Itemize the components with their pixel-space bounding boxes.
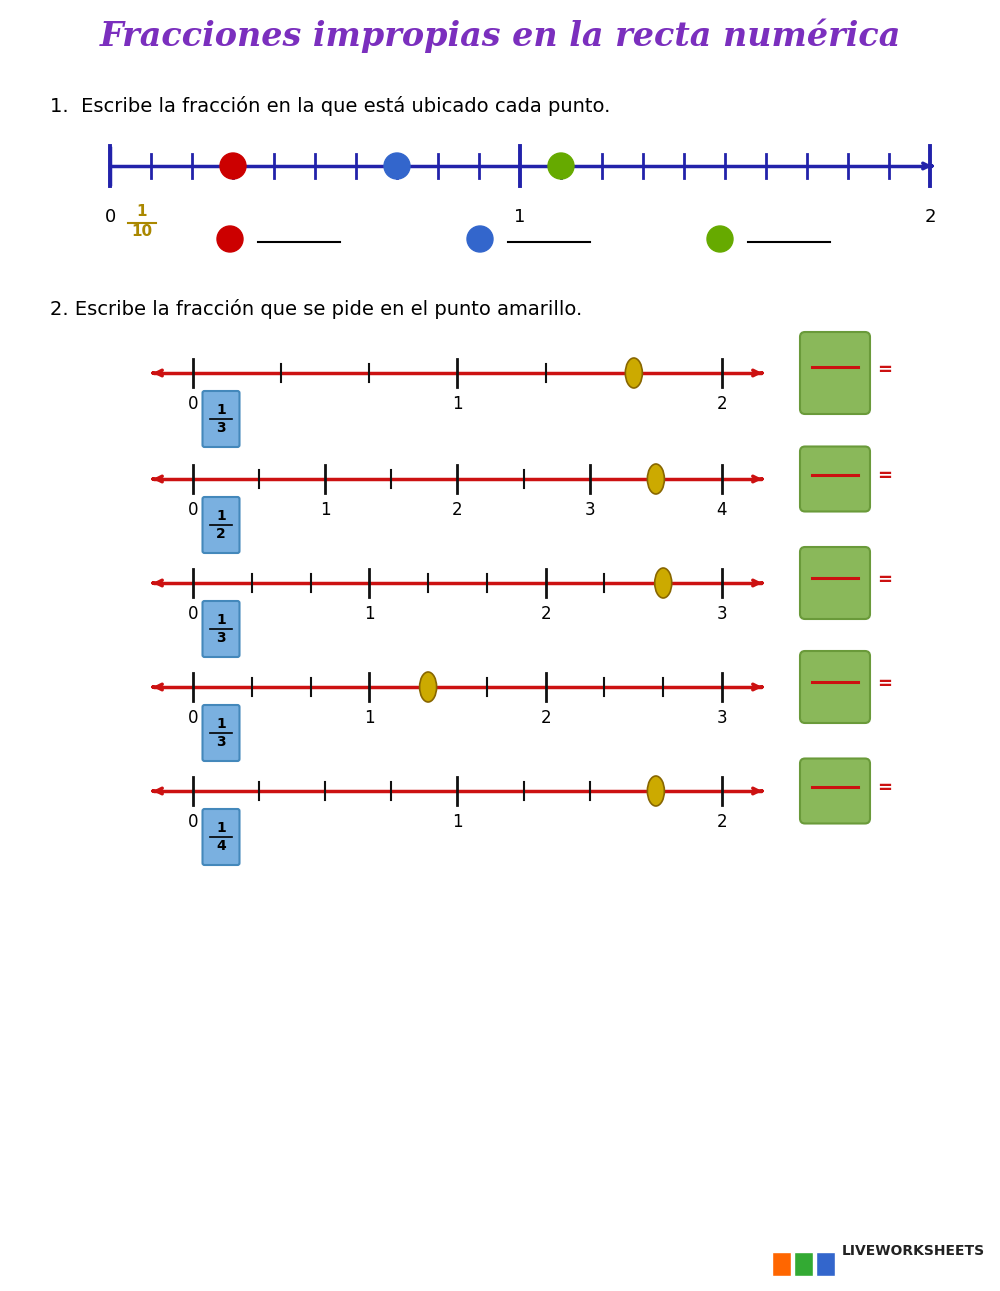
Text: 0: 0 — [188, 395, 198, 413]
FancyBboxPatch shape — [800, 547, 870, 618]
Circle shape — [467, 226, 493, 252]
Text: 1: 1 — [364, 605, 375, 624]
Text: =: = — [877, 571, 892, 589]
Text: 1: 1 — [452, 395, 463, 413]
Text: 10: 10 — [131, 225, 153, 239]
Text: 1: 1 — [514, 208, 526, 226]
FancyBboxPatch shape — [202, 705, 240, 760]
Text: 2: 2 — [924, 208, 936, 226]
FancyBboxPatch shape — [202, 809, 240, 865]
Text: 0: 0 — [104, 208, 116, 226]
Text: LIVEWORKSHEETS: LIVEWORKSHEETS — [842, 1245, 985, 1257]
Circle shape — [548, 154, 574, 179]
Text: =: = — [877, 778, 892, 797]
FancyBboxPatch shape — [800, 447, 870, 511]
Text: 3: 3 — [584, 501, 595, 519]
Text: 1: 1 — [216, 509, 226, 523]
Text: 3: 3 — [216, 631, 226, 646]
Text: 0: 0 — [188, 501, 198, 519]
Text: 1: 1 — [364, 709, 375, 727]
Text: 1: 1 — [216, 717, 226, 731]
Text: 2: 2 — [540, 605, 551, 624]
Text: 2: 2 — [717, 395, 727, 413]
FancyBboxPatch shape — [202, 391, 240, 447]
Ellipse shape — [655, 568, 672, 598]
Text: 1: 1 — [216, 403, 226, 417]
FancyBboxPatch shape — [800, 759, 870, 824]
Text: 0: 0 — [188, 813, 198, 831]
Text: 1.  Escribe la fracción en la que está ubicado cada punto.: 1. Escribe la fracción en la que está ub… — [50, 96, 610, 116]
Text: 3: 3 — [216, 421, 226, 435]
Text: 0: 0 — [188, 709, 198, 727]
Text: =: = — [877, 467, 892, 485]
FancyBboxPatch shape — [794, 1252, 813, 1276]
Text: 4: 4 — [717, 501, 727, 519]
Text: 3: 3 — [216, 735, 226, 749]
Text: 2: 2 — [216, 527, 226, 541]
Text: 2: 2 — [452, 501, 463, 519]
Text: 1: 1 — [137, 204, 147, 219]
Circle shape — [217, 226, 243, 252]
Text: =: = — [877, 675, 892, 693]
FancyBboxPatch shape — [800, 332, 870, 414]
FancyBboxPatch shape — [202, 602, 240, 657]
FancyBboxPatch shape — [800, 651, 870, 723]
Ellipse shape — [647, 463, 664, 494]
Ellipse shape — [420, 673, 437, 702]
Circle shape — [707, 226, 733, 252]
Text: Fracciones impropias en la recta numérica: Fracciones impropias en la recta numéric… — [99, 19, 901, 53]
Circle shape — [220, 154, 246, 179]
Text: 3: 3 — [717, 605, 727, 624]
Text: 0: 0 — [188, 605, 198, 624]
Ellipse shape — [625, 358, 642, 389]
Text: 1: 1 — [320, 501, 331, 519]
Text: 3: 3 — [717, 709, 727, 727]
Text: 1: 1 — [216, 613, 226, 627]
FancyBboxPatch shape — [772, 1252, 791, 1276]
Text: 4: 4 — [216, 839, 226, 853]
Text: 2: 2 — [717, 813, 727, 831]
Text: =: = — [877, 361, 892, 380]
Circle shape — [384, 154, 410, 179]
Text: 2. Escribe la fracción que se pide en el punto amarillo.: 2. Escribe la fracción que se pide en el… — [50, 300, 582, 319]
Text: 1: 1 — [452, 813, 463, 831]
FancyBboxPatch shape — [202, 497, 240, 553]
Ellipse shape — [647, 776, 664, 806]
FancyBboxPatch shape — [816, 1252, 835, 1276]
Text: 1: 1 — [216, 821, 226, 835]
Text: 2: 2 — [540, 709, 551, 727]
